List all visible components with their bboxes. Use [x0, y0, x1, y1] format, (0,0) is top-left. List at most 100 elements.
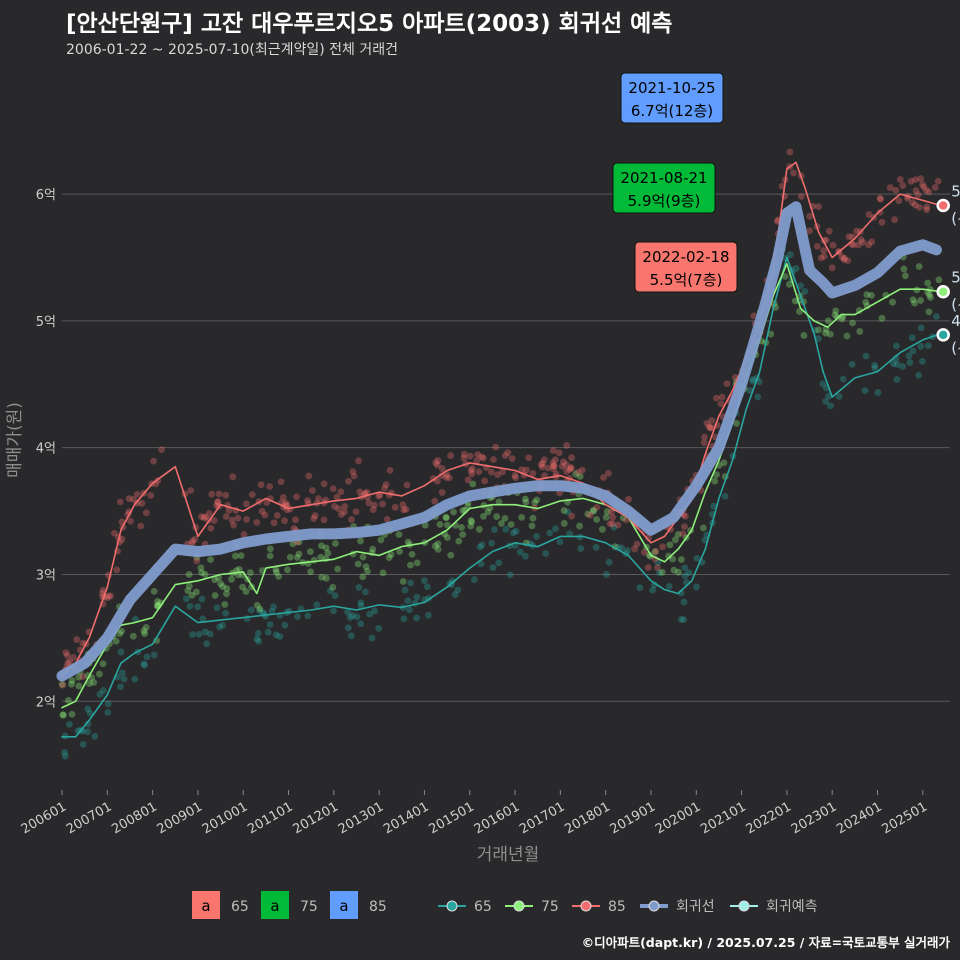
- scatter-point-75: [198, 569, 205, 576]
- scatter-point-75: [528, 522, 536, 530]
- x-tick-label: 200801: [109, 799, 159, 837]
- scatter-point-85: [349, 468, 357, 475]
- scatter-point-85: [568, 512, 576, 520]
- scatter-point-75: [518, 513, 525, 521]
- scatter-point-65: [182, 595, 190, 603]
- scatter-point-75: [329, 583, 337, 591]
- scatter-point-65: [685, 569, 693, 577]
- scatter-point-85: [467, 467, 475, 475]
- scatter-point-65: [66, 720, 73, 728]
- scatter-point-75: [925, 308, 933, 316]
- scatter-point-65: [346, 614, 354, 621]
- scatter-point-75: [431, 542, 439, 550]
- scatter-point-65: [313, 601, 321, 609]
- scatter-point-75: [838, 315, 846, 323]
- legend-swatch-85: [330, 891, 358, 919]
- scatter-point-75: [442, 514, 450, 522]
- scatter-point-65: [362, 588, 369, 596]
- scatter-point-85: [240, 531, 248, 538]
- scatter-point-65: [861, 387, 869, 394]
- scatter-point-85: [379, 500, 386, 508]
- scatter-point-65: [489, 564, 497, 571]
- scatter-point-85: [129, 496, 137, 503]
- scatter-point-75: [674, 531, 682, 538]
- scatter-point-85: [820, 252, 828, 260]
- scatter-point-85: [210, 517, 218, 524]
- scatter-point-75: [377, 536, 385, 544]
- scatter-point-85: [273, 512, 281, 519]
- chart-subtitle: 2006-01-22 ~ 2025-07-10(최근계약일) 전체 거래건: [66, 42, 398, 58]
- scatter-point-85: [855, 241, 862, 249]
- legend-swatch-75: [261, 891, 289, 919]
- scatter-point-75: [295, 550, 303, 558]
- scatter-point-85: [504, 449, 512, 457]
- scatter-point-75: [459, 531, 467, 538]
- legend-label: 85: [369, 899, 387, 915]
- scatter-point-75: [59, 711, 67, 719]
- scatter-point-75: [75, 673, 83, 681]
- legend-swatch-glyph: a: [201, 897, 210, 915]
- scatter-point-85: [681, 512, 689, 520]
- y-tick-label: 3억: [36, 568, 56, 583]
- scatter-point-65: [100, 687, 107, 694]
- scatter-point-75: [443, 534, 451, 541]
- scatter-point-75: [666, 541, 674, 549]
- scatter-point-75: [228, 575, 235, 583]
- scatter-point-65: [199, 615, 207, 623]
- scatter-point-65: [848, 360, 856, 368]
- scatter-point-85: [703, 419, 711, 427]
- scatter-point-85: [464, 476, 472, 484]
- scatter-point-75: [68, 677, 76, 684]
- scatter-point-75: [434, 540, 442, 548]
- x-tick-label: 201701: [517, 799, 567, 837]
- scatter-point-65: [908, 334, 916, 342]
- scatter-point-85: [550, 462, 558, 469]
- scatter-point-85: [878, 218, 886, 226]
- scatter-point-85: [868, 238, 876, 246]
- scatter-point-65: [693, 583, 700, 591]
- scatter-point-85: [853, 227, 861, 235]
- scatter-point-85: [248, 491, 256, 499]
- scatter-point-65: [651, 581, 658, 589]
- scatter-point-75: [521, 495, 529, 503]
- endpoint-value: 59,079: [951, 183, 960, 201]
- scatter-point-75: [475, 525, 483, 533]
- scatter-point-85: [917, 175, 925, 182]
- scatter-point-65: [874, 389, 882, 396]
- scatter-point-65: [186, 602, 194, 610]
- x-tick-label: 201301: [336, 799, 386, 837]
- scatter-point-65: [749, 375, 757, 383]
- scatter-point-85: [934, 177, 942, 185]
- scatter-point-65: [141, 661, 148, 669]
- scatter-point-65: [368, 634, 376, 642]
- scatter-point-85: [79, 639, 87, 647]
- scatter-point-75: [99, 660, 107, 668]
- scatter-point-65: [546, 529, 554, 537]
- scatter-point-65: [890, 360, 897, 368]
- scatter-point-65: [819, 380, 827, 388]
- scatter-point-65: [425, 611, 432, 619]
- scatter-point-85: [607, 508, 615, 516]
- scatter-point-75: [185, 571, 193, 578]
- scatter-point-85: [909, 199, 916, 207]
- scatter-point-85: [445, 474, 453, 482]
- scatter-point-85: [230, 521, 237, 529]
- scatter-point-75: [256, 605, 264, 613]
- scatter-point-75: [407, 561, 414, 569]
- scatter-point-75: [669, 555, 677, 563]
- scatter-point-85: [911, 201, 919, 209]
- scatter-point-75: [665, 552, 673, 560]
- scatter-point-75: [826, 330, 834, 338]
- x-tick-label: 200901: [155, 799, 205, 837]
- scatter-point-85: [550, 462, 558, 470]
- scatter-point-85: [150, 457, 157, 465]
- scatter-point-85: [844, 257, 852, 264]
- scatter-point-75: [856, 328, 864, 335]
- scatter-point-75: [531, 499, 539, 506]
- scatter-point-85: [147, 492, 155, 499]
- scatter-point-85: [797, 193, 805, 200]
- scatter-point-85: [552, 456, 559, 464]
- scatter-point-85: [138, 499, 146, 507]
- scatter-point-75: [915, 263, 923, 270]
- scatter-point-65: [86, 709, 94, 717]
